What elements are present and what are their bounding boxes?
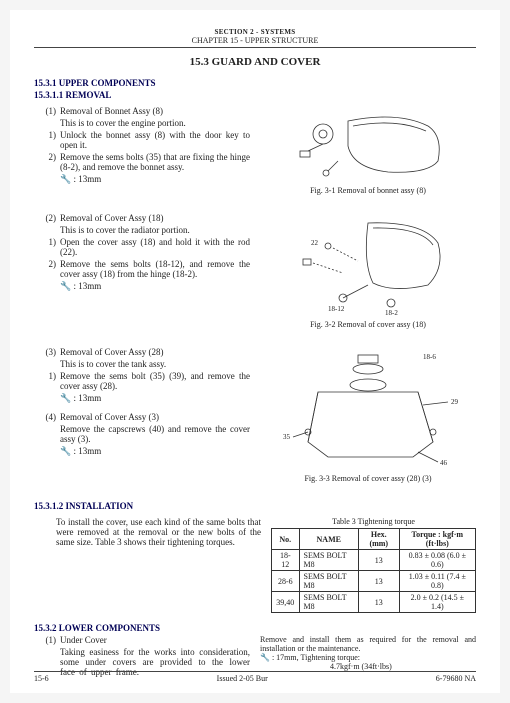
figure-3-svg: 18-6 29 35 46	[273, 347, 463, 472]
figure-1-caption: Fig. 3-1 Removal of bonnet assy (8)	[260, 186, 476, 195]
th-hex: Hex.(mm)	[358, 529, 399, 550]
th-torque: Torque : kgf·m (ft·lbs)	[399, 529, 475, 550]
step-head: Removal of Cover Assy (18)	[60, 213, 250, 223]
lower-right-1: Remove and install them as required for …	[260, 635, 476, 653]
page: SECTION 2 - SYSTEMS CHAPTER 15 - UPPER S…	[10, 10, 500, 693]
label-46: 46	[440, 459, 448, 467]
step-line: This is to cover the radiator portion.	[60, 225, 250, 235]
step-idx: (3)	[34, 347, 60, 357]
substep-text: Remove the capscrews (40) and remove the…	[60, 424, 250, 444]
step-line: This is to cover the tank assy.	[60, 359, 250, 369]
heading-removal: 15.3.1.1 REMOVAL	[34, 90, 476, 100]
substep-text: Remove the sems bolts (18-12), and remov…	[60, 259, 250, 279]
substep-idx: 2)	[34, 259, 60, 279]
step-idx: (4)	[34, 412, 60, 422]
step-idx: (2)	[34, 213, 60, 223]
substep-idx: 1)	[34, 237, 60, 257]
table-title: Table 3 Tightening torque	[271, 517, 476, 526]
heading-upper-components: 15.3.1 UPPER COMPONENTS	[34, 78, 476, 88]
substep-idx: 1)	[34, 371, 60, 391]
footer-right: 6-79680 NA	[436, 674, 476, 683]
step-idx: (1)	[34, 635, 60, 645]
lower-right-2: 🔧 : 17mm, Tightening torque:	[260, 653, 476, 662]
footer: 15-6 Issued 2-05 Bur 6-79680 NA	[34, 671, 476, 683]
page-title: 15.3 GUARD AND COVER	[34, 56, 476, 68]
label-35: 35	[283, 433, 291, 441]
label-22: 22	[311, 239, 319, 247]
heading-installation: 15.3.1.2 INSTALLATION	[34, 501, 476, 511]
block-install: To install the cover, use each kind of t…	[34, 517, 476, 613]
substep-text: Remove the sems bolts (35) that are fixi…	[60, 152, 250, 172]
label-18-6: 18-6	[423, 353, 436, 361]
step-head: Removal of Bonnet Assy (8)	[60, 106, 250, 116]
header-chapter: CHAPTER 15 - UPPER STRUCTURE	[34, 36, 476, 48]
tool-spec: 🔧 : 13mm	[60, 174, 250, 185]
substep-text: Remove the sems bolt (35) (39), and remo…	[60, 371, 250, 391]
block-1: (1) Removal of Bonnet Assy (8) This is t…	[34, 106, 476, 203]
footer-left: 15-6	[34, 674, 49, 683]
substep-text: Unlock the bonnet assy (8) with the door…	[60, 130, 250, 150]
figure-1-svg	[278, 106, 458, 184]
th-name: NAME	[299, 529, 358, 550]
substep-idx: 2)	[34, 152, 60, 172]
step-line: This is to cover the engine portion.	[60, 118, 250, 128]
label-29: 29	[451, 398, 459, 406]
lower-right-3: 4.7kgf·m (34ft·lbs)	[260, 662, 476, 671]
substep-text: Open the cover assy (18) and hold it wit…	[60, 237, 250, 257]
block-2: (2) Removal of Cover Assy (18) This is t…	[34, 213, 476, 337]
tool-spec: 🔧 : 13mm	[60, 393, 250, 404]
tool-spec: 🔧 : 13mm	[60, 446, 250, 457]
step-idx: (1)	[34, 106, 60, 116]
install-text: To install the cover, use each kind of t…	[34, 517, 261, 613]
label-18-12: 18-12	[328, 305, 345, 313]
substep-idx: 1)	[34, 130, 60, 150]
th-no: No.	[272, 529, 300, 550]
table-row: 18-12 SEMS BOLT M8 13 0.83 ± 0.08 (6.0 ±…	[272, 550, 476, 571]
figure-2-caption: Fig. 3-2 Removal of cover assy (18)	[260, 320, 476, 329]
block-3: (3) Removal of Cover Assy (28) This is t…	[34, 347, 476, 491]
heading-lower-components: 15.3.2 LOWER COMPONENTS	[34, 623, 476, 633]
tightening-torque-table: No. NAME Hex.(mm) Torque : kgf·m (ft·lbs…	[271, 528, 476, 613]
table-row: 28-6 SEMS BOLT M8 13 1.03 ± 0.11 (7.4 ± …	[272, 571, 476, 592]
step-head: Removal of Cover Assy (3)	[60, 412, 250, 422]
step-head: Under Cover	[60, 635, 250, 645]
tool-spec: 🔧 : 13mm	[60, 281, 250, 292]
label-18-2: 18-2	[385, 309, 398, 317]
header-section: SECTION 2 - SYSTEMS	[34, 28, 476, 36]
figure-3-caption: Fig. 3-3 Removal of cover assy (28) (3)	[260, 474, 476, 483]
table-row: 39,40 SEMS BOLT M8 13 2.0 ± 0.2 (14.5 ± …	[272, 592, 476, 613]
step-head: Removal of Cover Assy (28)	[60, 347, 250, 357]
footer-mid: Issued 2-05 Bur	[217, 674, 268, 683]
figure-2-svg: 18-12 18-2 22	[273, 213, 463, 318]
